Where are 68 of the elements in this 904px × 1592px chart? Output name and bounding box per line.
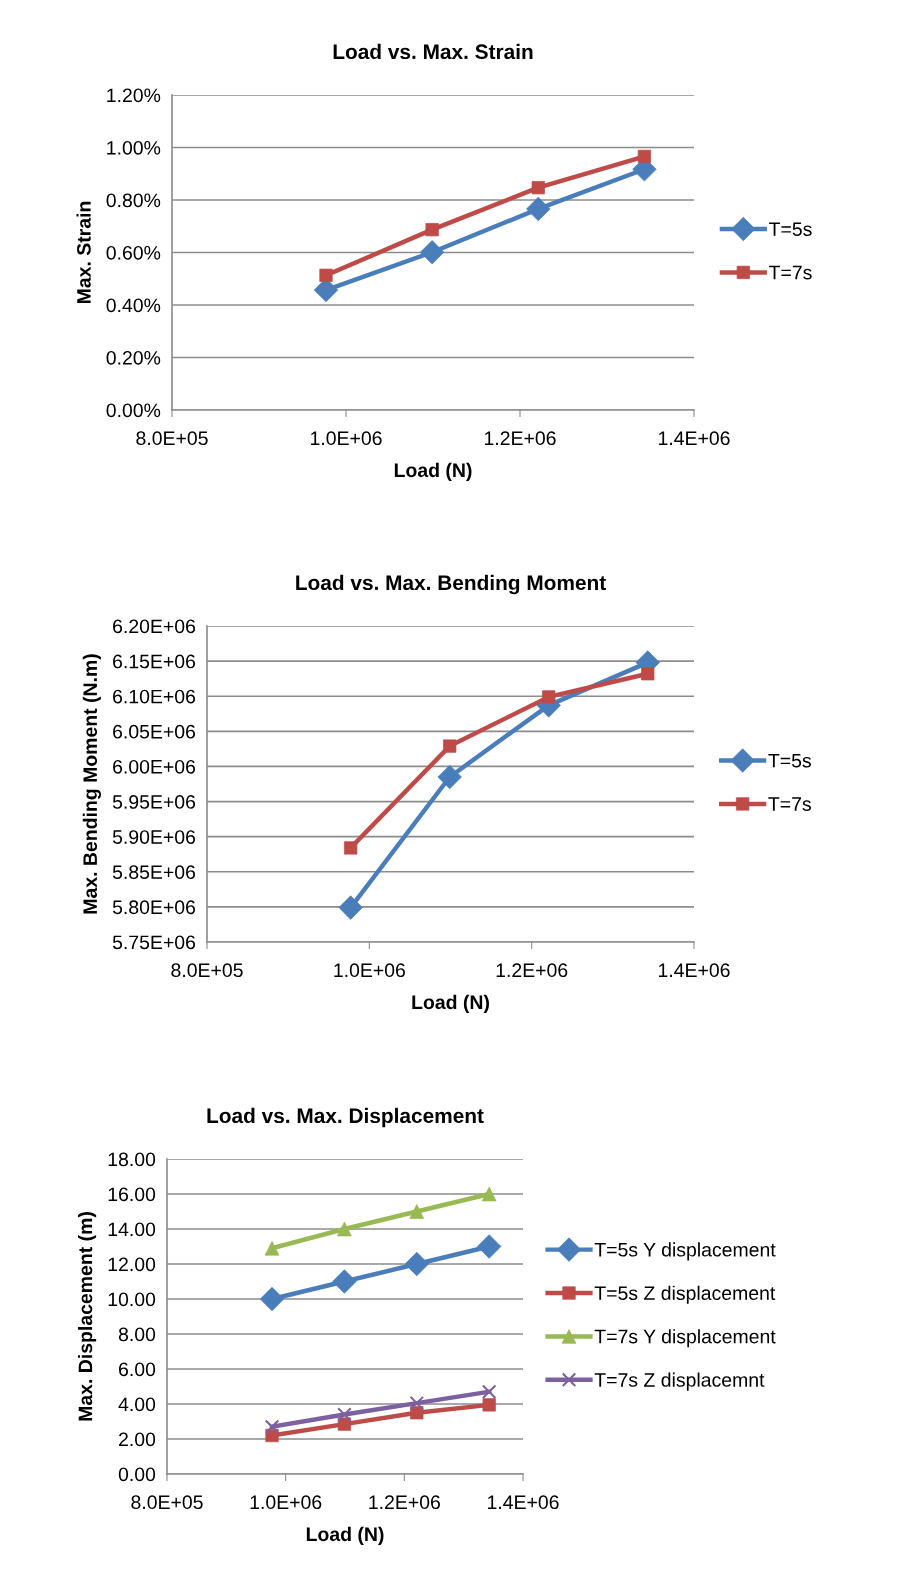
x-tick-label: 1.4E+06: [487, 1495, 559, 1510]
legend-label: T=7s: [768, 797, 811, 811]
y-tick-label: 0.20%: [106, 350, 161, 365]
y-tick-label: 6.10E+06: [113, 689, 196, 704]
y-tick-label: 8.00: [118, 1327, 156, 1342]
point: [477, 1234, 502, 1259]
y-axis-title: Max. Bending Moment (N.m): [82, 654, 101, 914]
x-tick-label: 8.0E+05: [171, 963, 243, 978]
y-tick-label: 1.00%: [107, 140, 161, 155]
point: [481, 1384, 497, 1400]
y-tick-label: 5.95E+06: [112, 795, 196, 809]
point: [337, 1407, 352, 1422]
point: [641, 667, 655, 681]
y-tick-label: 5.90E+06: [112, 830, 196, 844]
x-tick-label: 1.4E+06: [658, 431, 730, 446]
y-tick-label: 5.75E+06: [112, 935, 196, 950]
y-tick-label: 0.00%: [106, 403, 161, 418]
point: [264, 1419, 280, 1435]
point: [443, 739, 457, 753]
y-tick-label: 16.00: [108, 1187, 156, 1202]
x-tick-label: 1.0E+06: [310, 431, 382, 446]
legend-label: T=7s Z displacemnt: [594, 1372, 765, 1391]
chart-title: Load vs. Max. Bending Moment: [296, 574, 606, 595]
y-tick-label: 6.00E+06: [113, 759, 196, 774]
x-tick-label: 1.2E+06: [484, 431, 556, 446]
y-tick-label: 0.00: [118, 1467, 156, 1482]
x-tick-label: 1.0E+06: [334, 963, 405, 978]
x-axis-title: Load (N): [412, 994, 489, 1013]
y-tick-label: 1.20%: [107, 88, 161, 103]
y-tick-label: 6.00: [119, 1362, 156, 1377]
y-tick-label: 6.20E+06: [113, 619, 196, 634]
point: [637, 149, 652, 164]
y-tick-label: 5.80E+06: [112, 900, 196, 915]
point: [338, 895, 363, 920]
x-axis-title: Load (N): [394, 462, 472, 481]
y-axis-title: Max. Displacement (m): [78, 1212, 97, 1421]
y-tick-label: 4.00: [118, 1397, 156, 1412]
chart-title: Load vs. Max. Displacement: [207, 1107, 484, 1128]
legend-label: T=7s Y displacement: [594, 1329, 776, 1348]
point: [409, 1395, 425, 1411]
point: [420, 240, 445, 265]
point: [319, 268, 333, 282]
point: [344, 841, 358, 855]
y-tick-label: 10.00: [108, 1292, 156, 1307]
x-tick-label: 1.2E+06: [496, 963, 568, 978]
x-axis-title: Load (N): [306, 1526, 384, 1545]
x-tick-label: 8.0E+05: [131, 1495, 203, 1510]
x-tick-label: 1.4E+06: [658, 963, 730, 978]
y-tick-label: 0.60%: [106, 245, 161, 260]
y-tick-label: 6.05E+06: [113, 724, 196, 739]
legend-label: T=5s Z displacement: [594, 1285, 776, 1304]
legend-label: T=5s: [768, 753, 811, 768]
x-tick-label: 1.0E+06: [250, 1495, 322, 1510]
y-tick-label: 14.00: [108, 1222, 156, 1237]
y-tick-label: 5.85E+06: [112, 865, 196, 880]
chart-title: Load vs. Max. Strain: [333, 43, 533, 60]
legend-label: T=5s: [769, 222, 812, 237]
y-tick-label: 18.00: [108, 1152, 156, 1167]
legend-label: T=5s Y displacement: [594, 1242, 776, 1261]
y-tick-label: 0.40%: [106, 298, 161, 313]
y-tick-label: 6.15E+06: [113, 654, 196, 669]
y-axis-title: Max. Strain: [76, 201, 91, 304]
legend-label: T=7s: [769, 265, 812, 280]
x-tick-label: 8.0E+05: [136, 431, 208, 446]
y-tick-label: 0.80%: [106, 193, 161, 208]
y-tick-label: 12.00: [108, 1257, 156, 1272]
y-tick-label: 2.00: [119, 1432, 156, 1447]
x-tick-label: 1.2E+06: [369, 1495, 440, 1510]
